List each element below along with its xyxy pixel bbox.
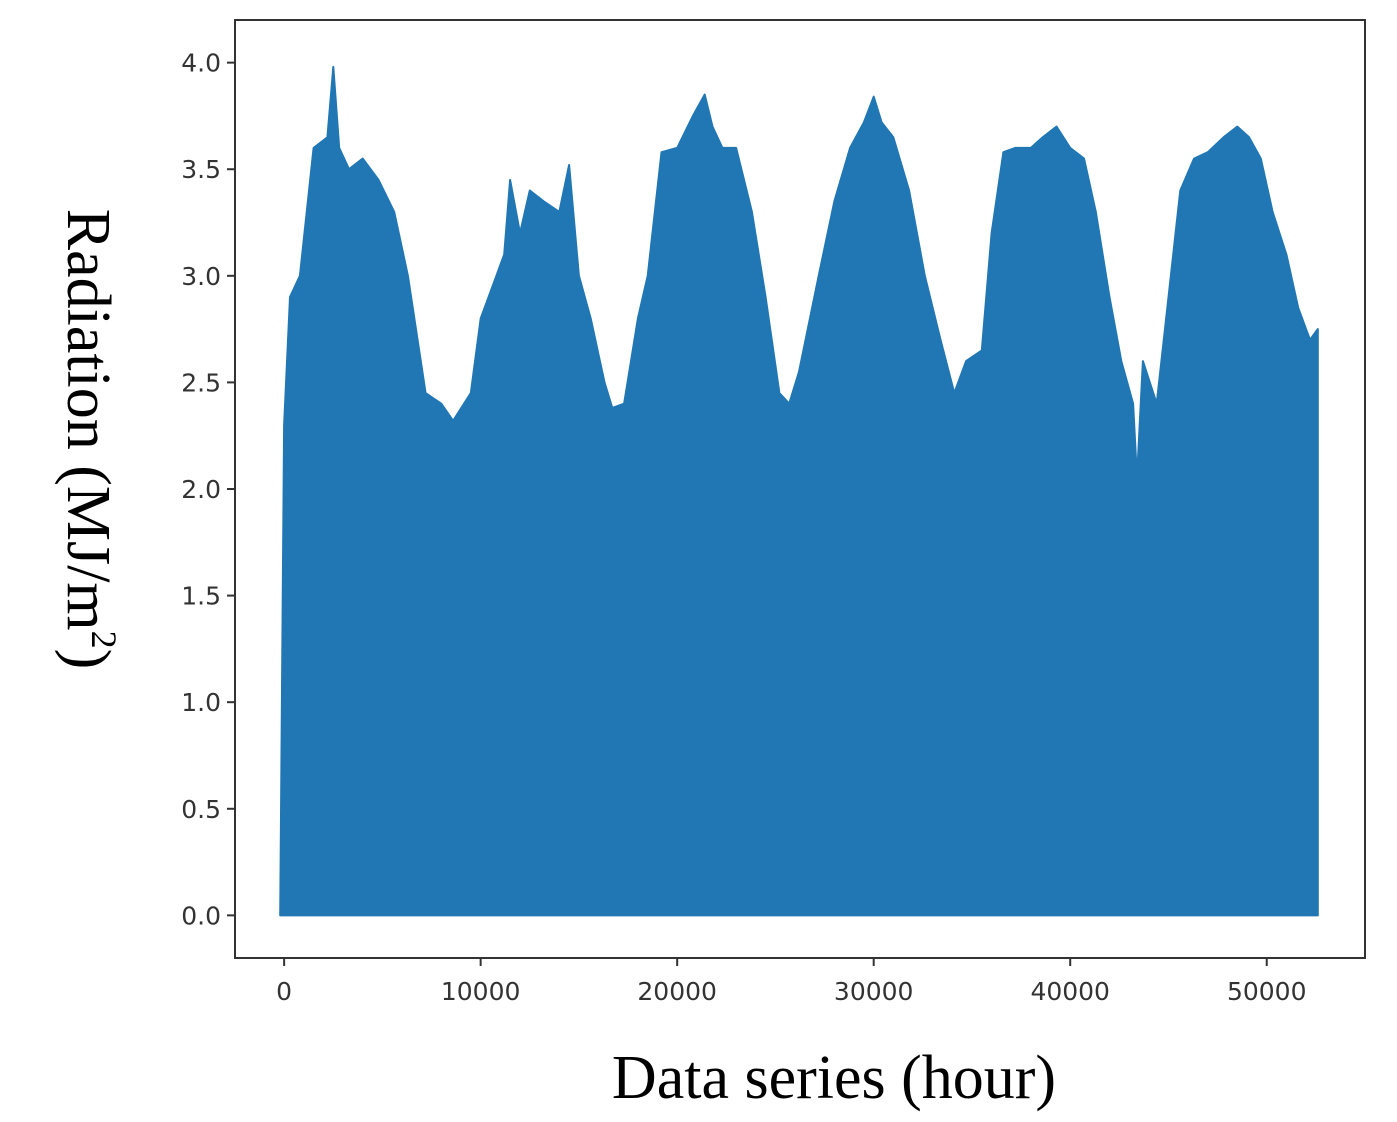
y-tick-label: 2.0 — [181, 475, 221, 504]
y-axis-title: Radiation (MJ/m2) — [54, 209, 124, 670]
y-axis-title-superscript: 2 — [84, 631, 124, 649]
y-tick-label: 1.0 — [181, 688, 221, 717]
y-tick-label: 0.0 — [181, 901, 221, 930]
y-tick-label: 4.0 — [181, 49, 221, 78]
x-tick-label: 0 — [276, 977, 292, 1006]
x-axis-title: Data series (hour) — [612, 1044, 1056, 1112]
x-tick-label: 10000 — [441, 977, 521, 1006]
y-axis-title-close: ) — [54, 649, 122, 670]
x-axis: 0 10000 20000 30000 40000 50000 — [276, 958, 1307, 1006]
y-tick-label: 0.5 — [181, 795, 221, 824]
y-tick-label: 2.5 — [181, 368, 221, 397]
x-tick-label: 20000 — [637, 977, 717, 1006]
x-tick-label: 40000 — [1030, 977, 1110, 1006]
x-tick-label: 30000 — [834, 977, 914, 1006]
y-axis-title-main: Radiation (MJ/m — [54, 209, 122, 631]
y-tick-label: 3.5 — [181, 155, 221, 184]
x-tick-label: 50000 — [1227, 977, 1307, 1006]
y-tick-label: 3.0 — [181, 262, 221, 291]
series-layer — [279, 65, 1319, 917]
y-tick-label: 1.5 — [181, 582, 221, 611]
radiation-series-area-0 — [279, 65, 1319, 917]
y-axis: 0.0 0.5 1.0 1.5 2.0 2.5 3.0 3.5 4.0 — [181, 49, 235, 930]
